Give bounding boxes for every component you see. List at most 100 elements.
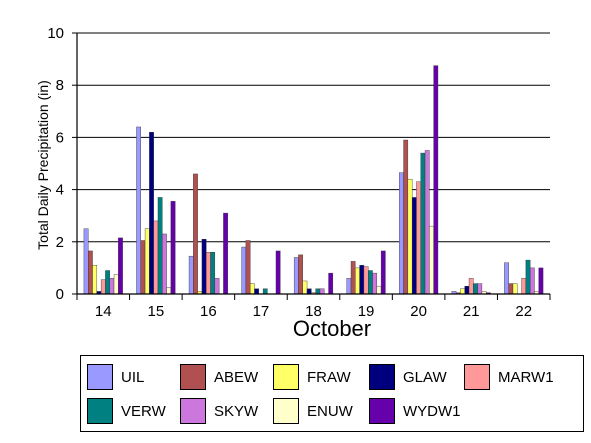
bar-glaw-19 (359, 265, 365, 295)
bar-uil-22 (504, 262, 509, 295)
legend-swatch (87, 398, 113, 424)
x-tick-label: 14 (95, 303, 112, 320)
bar-wydw1-22 (538, 267, 544, 295)
bar-verw-15 (157, 197, 163, 295)
x-axis-title: October (293, 316, 371, 341)
legend-label: ABEW (214, 368, 259, 386)
legend-swatch (87, 364, 113, 390)
bar-abew-22 (508, 283, 514, 295)
bar-glaw-20 (411, 197, 417, 295)
bar-uil-18 (293, 257, 299, 295)
x-tick-labels: 14 15 16 17 18 19 20 21 22 (95, 303, 532, 320)
bar-uil-20 (399, 172, 404, 295)
bar-verw-17 (262, 288, 268, 295)
bar-verw-16 (210, 252, 216, 295)
bar-uil-15 (136, 126, 141, 295)
bar-fraw-19 (355, 267, 360, 295)
y-tick-label: 0 (56, 286, 64, 303)
bar-marw1-14 (100, 279, 106, 295)
bar-abew-17 (245, 240, 251, 295)
bar-enuw-15 (166, 287, 172, 295)
legend-label: GLAW (403, 368, 447, 386)
bar-fraw-21 (460, 288, 465, 295)
bar-uil-14 (83, 228, 89, 295)
y-tick-label: 4 (56, 182, 64, 199)
bar-verw-22 (525, 259, 531, 295)
legend-swatch (369, 364, 395, 390)
x-tick-label: 18 (305, 303, 322, 320)
x-tick-label: 16 (200, 303, 217, 320)
y-tick-labels: 0 2 4 6 8 10 (47, 25, 64, 303)
bar-series (83, 65, 544, 295)
axes (72, 32, 551, 300)
bar-glaw-15 (149, 131, 154, 295)
legend-item-glaw: GLAW (369, 364, 447, 390)
bar-uil-17 (241, 246, 247, 295)
bar-fraw-15 (144, 228, 150, 295)
legend: UIL ABEW FRAW GLAW MARW1 VERW SKYW ENUW WYDW1 (80, 355, 584, 432)
bar-enuw-14 (113, 274, 119, 295)
x-tick-label: 17 (253, 303, 270, 320)
legend-swatch (180, 364, 206, 390)
bar-wydw1-20 (433, 65, 439, 295)
bar-fraw-20 (407, 178, 413, 295)
bar-verw-14 (105, 270, 110, 295)
y-axis-title: Total Daily Precipitation (in) (35, 80, 51, 250)
bar-enuw-20 (429, 225, 434, 295)
bar-fraw-14 (92, 265, 98, 295)
legend-swatch (180, 398, 206, 424)
bar-abew-16 (193, 173, 198, 295)
bar-skyw-18 (319, 288, 325, 295)
legend-swatch (273, 364, 299, 390)
x-tick-label: 21 (463, 303, 480, 320)
x-tick-label: 20 (410, 303, 427, 320)
bar-wydw1-17 (275, 250, 281, 295)
legend-label: VERW (121, 402, 166, 420)
bar-marw1-15 (153, 220, 159, 295)
bar-marw1-21 (468, 278, 474, 295)
bar-abew-14 (88, 250, 93, 295)
bar-wydw1-19 (380, 250, 386, 295)
legend-swatch (464, 364, 490, 390)
bar-glaw-17 (254, 288, 259, 295)
legend-item-abew: ABEW (180, 364, 258, 390)
bar-verw-21 (473, 283, 478, 295)
legend-swatch (369, 398, 395, 424)
x-tick-label: 15 (147, 303, 164, 320)
bar-glaw-16 (201, 238, 207, 295)
bar-wydw1-14 (118, 237, 123, 295)
legend-label: UIL (121, 368, 145, 386)
bar-verw-20 (420, 152, 426, 295)
legend-item-skyw: SKYW (180, 398, 258, 424)
bar-skyw-16 (214, 278, 220, 295)
bar-fraw-18 (302, 280, 308, 295)
bar-fraw-17 (249, 283, 255, 295)
gridlines (77, 32, 550, 243)
legend-item-uil: UIL (87, 364, 144, 390)
legend-item-fraw: FRAW (273, 364, 351, 390)
y-tick-label: 10 (47, 25, 64, 42)
bar-uil-16 (188, 255, 194, 295)
legend-item-enuw: ENUW (273, 398, 353, 424)
bar-wydw1-18 (328, 272, 334, 295)
bar-marw1-16 (206, 252, 211, 295)
bar-skyw-20 (424, 150, 430, 295)
precipitation-bar-chart: 0 2 4 6 8 10 14 15 16 17 18 19 20 21 22 October Total… (35, 25, 551, 341)
legend-label: MARW1 (498, 368, 554, 386)
y-tick-label: 8 (56, 77, 64, 94)
bar-enuw-19 (376, 285, 382, 295)
bar-verw-18 (315, 288, 321, 295)
legend-label: WYDW1 (403, 402, 461, 420)
bar-skyw-14 (109, 278, 115, 295)
bar-verw-19 (368, 270, 373, 295)
bar-glaw-18 (306, 288, 312, 295)
bar-glaw-21 (464, 285, 470, 295)
legend-item-marw1: MARW1 (464, 364, 554, 390)
legend-label: FRAW (307, 368, 351, 386)
bar-marw1-22 (521, 278, 527, 295)
bar-marw1-20 (416, 181, 421, 295)
bar-skyw-21 (477, 283, 483, 295)
bar-skyw-19 (372, 272, 378, 295)
bar-marw1-19 (363, 266, 369, 295)
bar-wydw1-16 (223, 212, 228, 295)
